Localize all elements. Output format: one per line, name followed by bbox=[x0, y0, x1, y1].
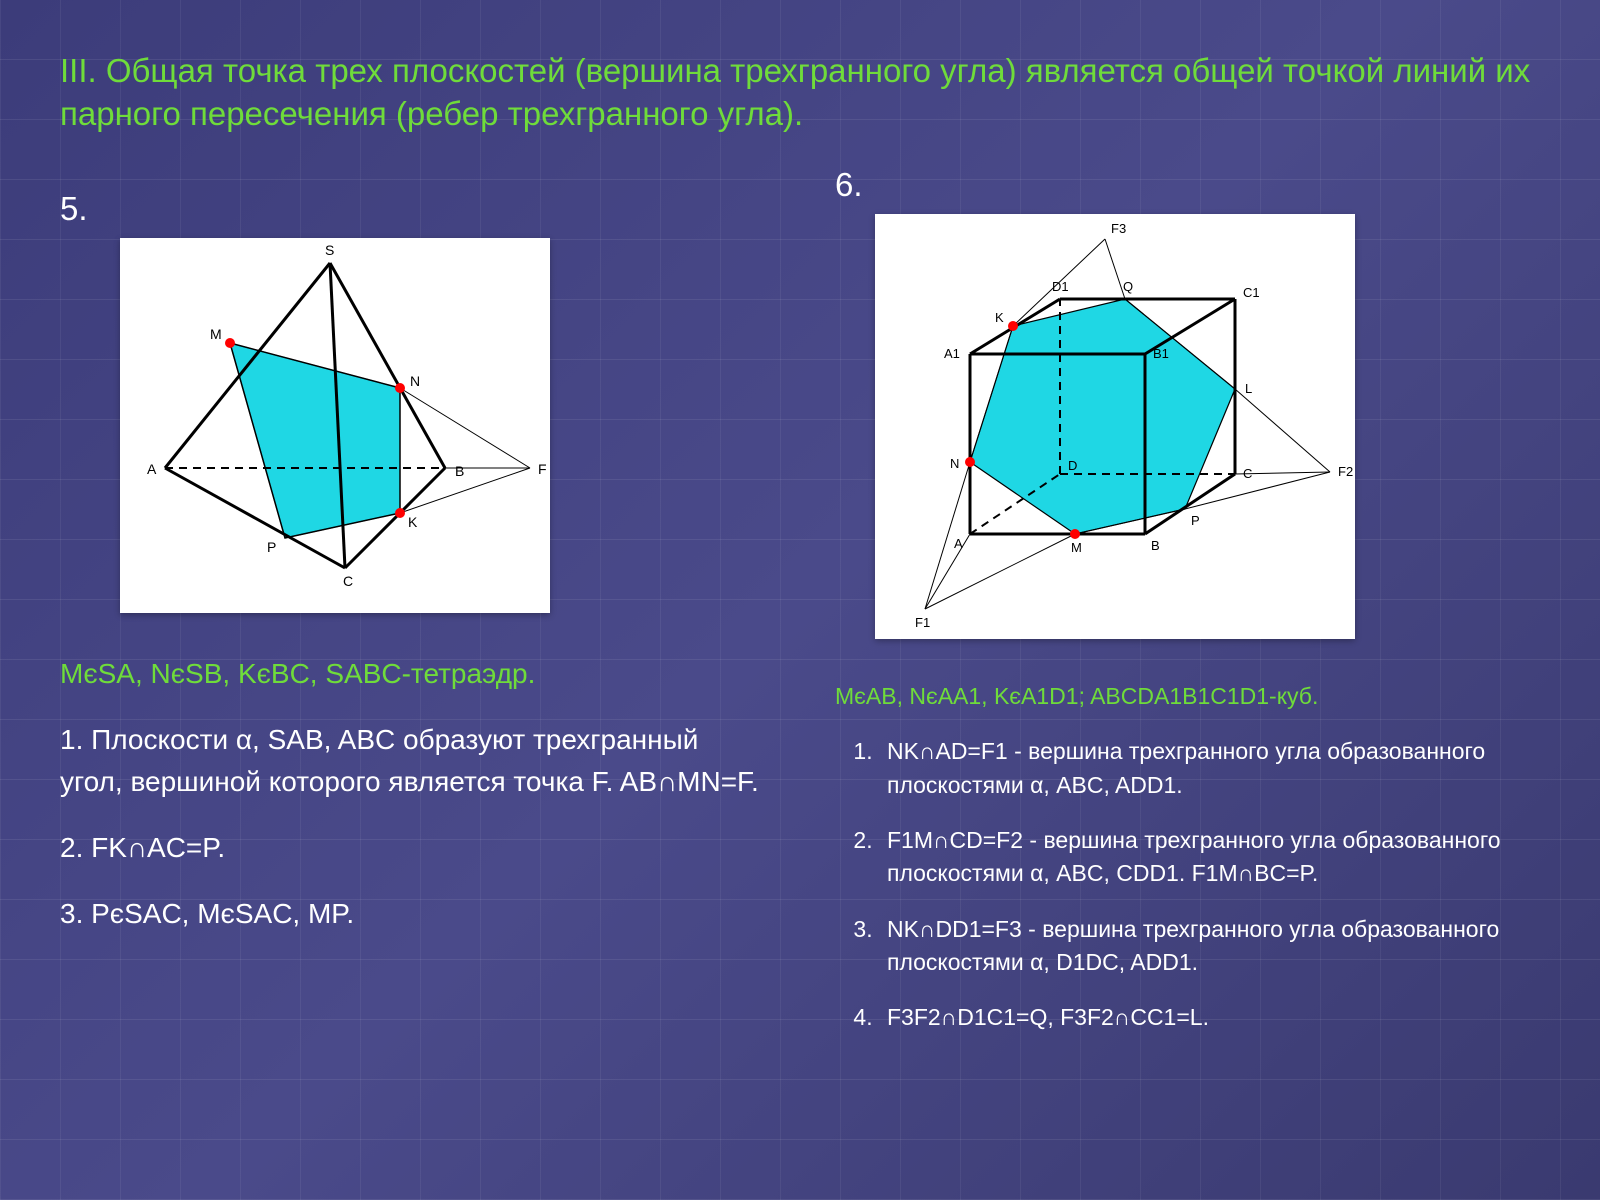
figure-5-svg: S A B C F M N K P bbox=[120, 238, 550, 608]
svg-text:F2: F2 bbox=[1338, 464, 1353, 479]
svg-text:D1: D1 bbox=[1052, 279, 1069, 294]
step-text: NK∩AD=F1 - вершина трехгранного угла обр… bbox=[879, 735, 1540, 802]
right-column: 6. A B C D A1 B1 C1 D1 N M K F1 F2 F3 P Q L MєAB, NєAA1,… bbox=[835, 166, 1540, 1057]
figure-number-5: 5. bbox=[60, 190, 765, 228]
steps-right: NK∩AD=F1 - вершина трехгранного угла обр… bbox=[835, 735, 1540, 1034]
figure-6: A B C D A1 B1 C1 D1 N M K F1 F2 F3 P Q L bbox=[875, 214, 1355, 639]
figure-6-svg: A B C D A1 B1 C1 D1 N M K F1 F2 F3 P Q L bbox=[875, 214, 1355, 634]
svg-text:A: A bbox=[147, 461, 157, 477]
svg-text:A: A bbox=[954, 536, 963, 551]
svg-text:D: D bbox=[1068, 458, 1077, 473]
step-text: 2. FK∩AC=P. bbox=[60, 827, 765, 869]
svg-text:L: L bbox=[1245, 381, 1252, 396]
svg-text:B1: B1 bbox=[1153, 346, 1169, 361]
step-text: 3. PєSAC, MєSAC, MP. bbox=[60, 893, 765, 935]
svg-text:C: C bbox=[343, 573, 353, 589]
step-text: F3F2∩D1C1=Q, F3F2∩CC1=L. bbox=[879, 1001, 1540, 1034]
svg-text:K: K bbox=[408, 514, 418, 530]
figure-number-6: 6. bbox=[835, 166, 1540, 204]
step-text: 1. Плоскости α, SAB, ABC образуют трехгр… bbox=[60, 719, 765, 803]
svg-text:C: C bbox=[1243, 466, 1252, 481]
slide-content: III. Общая точка трех плоскостей (вершин… bbox=[0, 0, 1600, 1200]
svg-text:A1: A1 bbox=[944, 346, 960, 361]
svg-text:N: N bbox=[950, 456, 959, 471]
steps-left: 1. Плоскости α, SAB, ABC образуют трехгр… bbox=[60, 719, 765, 935]
given-right: MєAB, NєAA1, KєA1D1; ABCDA1B1C1D1-куб. bbox=[835, 679, 1540, 714]
svg-text:M: M bbox=[1071, 540, 1082, 555]
svg-text:P: P bbox=[267, 539, 276, 555]
svg-text:B: B bbox=[1151, 538, 1160, 553]
step-text: F1M∩CD=F2 - вершина трехгранного угла об… bbox=[879, 824, 1540, 891]
svg-text:N: N bbox=[410, 373, 420, 389]
figure-5: S A B C F M N K P bbox=[120, 238, 550, 613]
svg-text:Q: Q bbox=[1123, 279, 1133, 294]
svg-text:F1: F1 bbox=[915, 615, 930, 630]
given-left: MєSA, NєSB, KєBC, SABC-тетраэдр. bbox=[60, 653, 765, 695]
heading: III. Общая точка трех плоскостей (вершин… bbox=[60, 50, 1540, 136]
svg-text:C1: C1 bbox=[1243, 285, 1260, 300]
svg-text:S: S bbox=[325, 242, 334, 258]
svg-text:P: P bbox=[1191, 513, 1200, 528]
svg-text:B: B bbox=[455, 463, 464, 479]
left-column: 5. S A B C F M N K P MєSA, NєSB, KєBC, SABC-тетр… bbox=[60, 166, 765, 1057]
svg-text:M: M bbox=[210, 326, 222, 342]
svg-text:F: F bbox=[538, 461, 547, 477]
svg-text:F3: F3 bbox=[1111, 221, 1126, 236]
step-text: NK∩DD1=F3 - вершина трехгранного угла об… bbox=[879, 913, 1540, 980]
svg-text:K: K bbox=[995, 310, 1004, 325]
